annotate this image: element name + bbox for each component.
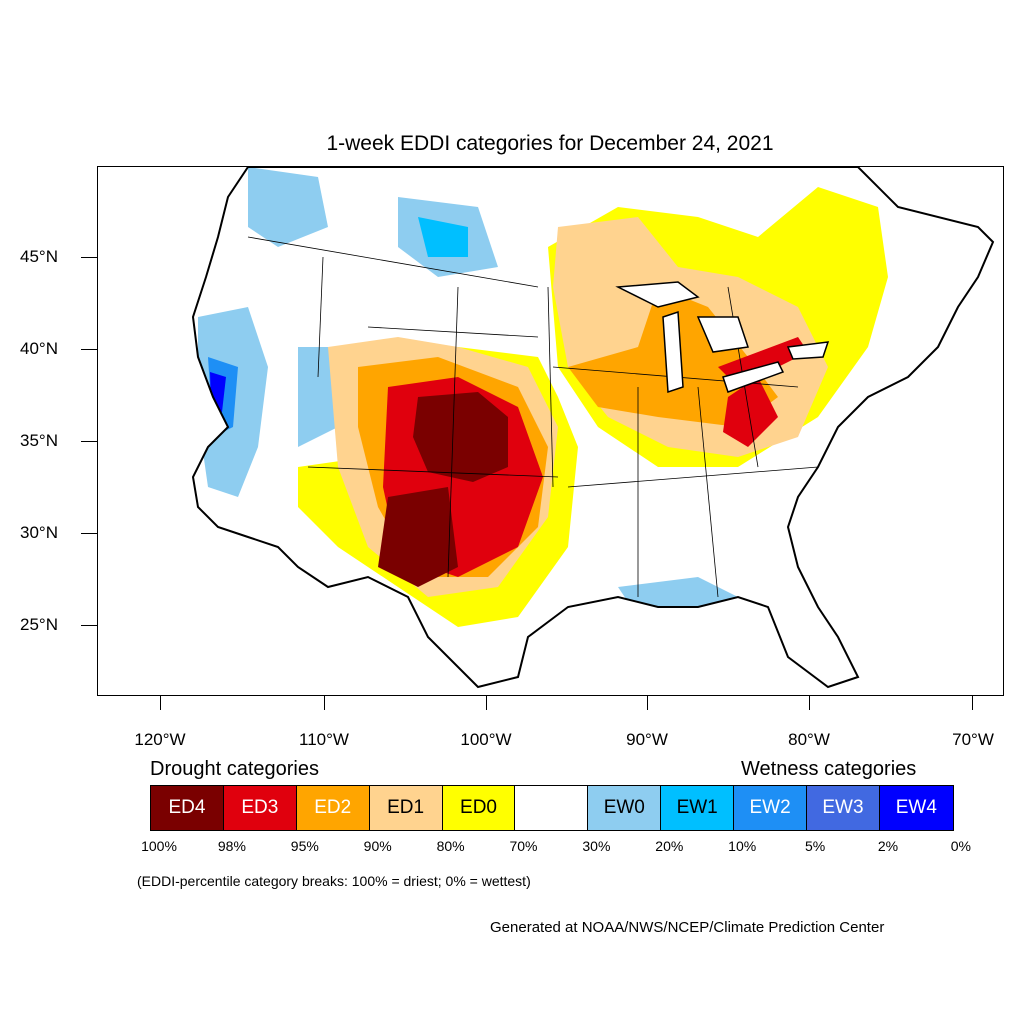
category-legend-bar: ED4 ED3 ED2 ED1 ED0 EW0 EW1 EW2 EW3 EW4 [150, 785, 954, 831]
legend-cell-ed2: ED2 [296, 786, 370, 830]
wetness-heading: Wetness categories [741, 758, 917, 780]
lon-label-70w: 70°W [952, 730, 994, 749]
legend-cell-ed3: ED3 [223, 786, 297, 830]
category-note: (EDDI-percentile category breaks: 100% =… [137, 873, 531, 889]
percentile-break: 70% [509, 838, 538, 854]
legend-cell-ew4: EW4 [879, 786, 953, 830]
map-panel [97, 166, 1004, 696]
legend-cell-ed0: ED0 [442, 786, 516, 830]
legend-cell-ew2: EW2 [734, 786, 808, 830]
lat-label-30: 30°N [20, 523, 58, 542]
lon-label-80w: 80°W [788, 730, 830, 749]
percentile-break: 0% [950, 838, 972, 854]
percentile-break: 80% [436, 838, 465, 854]
lat-label-25: 25°N [20, 615, 58, 634]
state-borders [247, 236, 819, 598]
legend-cell-ed4: ED4 [151, 786, 224, 830]
lat-label-35: 35°N [20, 431, 58, 450]
percentile-break: 10% [728, 838, 757, 854]
percentile-break: 5% [804, 838, 826, 854]
percentile-break: 2% [877, 838, 899, 854]
percentile-break: 98% [217, 838, 246, 854]
lat-label-40: 40°N [20, 339, 58, 358]
drought-heading: Drought categories [150, 758, 319, 780]
lon-label-120w: 120°W [134, 730, 186, 749]
percentile-break: 30% [582, 838, 611, 854]
lon-label-110w: 110°W [299, 730, 349, 749]
great-lakes [615, 281, 830, 394]
percentile-break: 20% [655, 838, 684, 854]
percentile-break: 95% [290, 838, 319, 854]
eddi-shading [193, 167, 993, 687]
lon-label-100w: 100°W [460, 730, 512, 749]
legend-cell-ew1: EW1 [661, 786, 735, 830]
eddi-map [191, 167, 995, 689]
credit-line: Generated at NOAA/NWS/NCEP/Climate Predi… [490, 919, 885, 936]
legend-cell-ed1: ED1 [369, 786, 443, 830]
lat-label-45: 45°N [20, 247, 58, 266]
percentile-break: 90% [363, 838, 392, 854]
legend-cell-ew3: EW3 [807, 786, 880, 830]
coastline [191, 167, 995, 689]
lon-label-90w: 90°W [626, 730, 668, 749]
legend-cell-neutral [515, 786, 589, 830]
map-title: 1-week EDDI categories for December 24, … [326, 132, 774, 155]
legend-cell-ew0: EW0 [588, 786, 662, 830]
percentile-break: 100% [141, 838, 177, 854]
